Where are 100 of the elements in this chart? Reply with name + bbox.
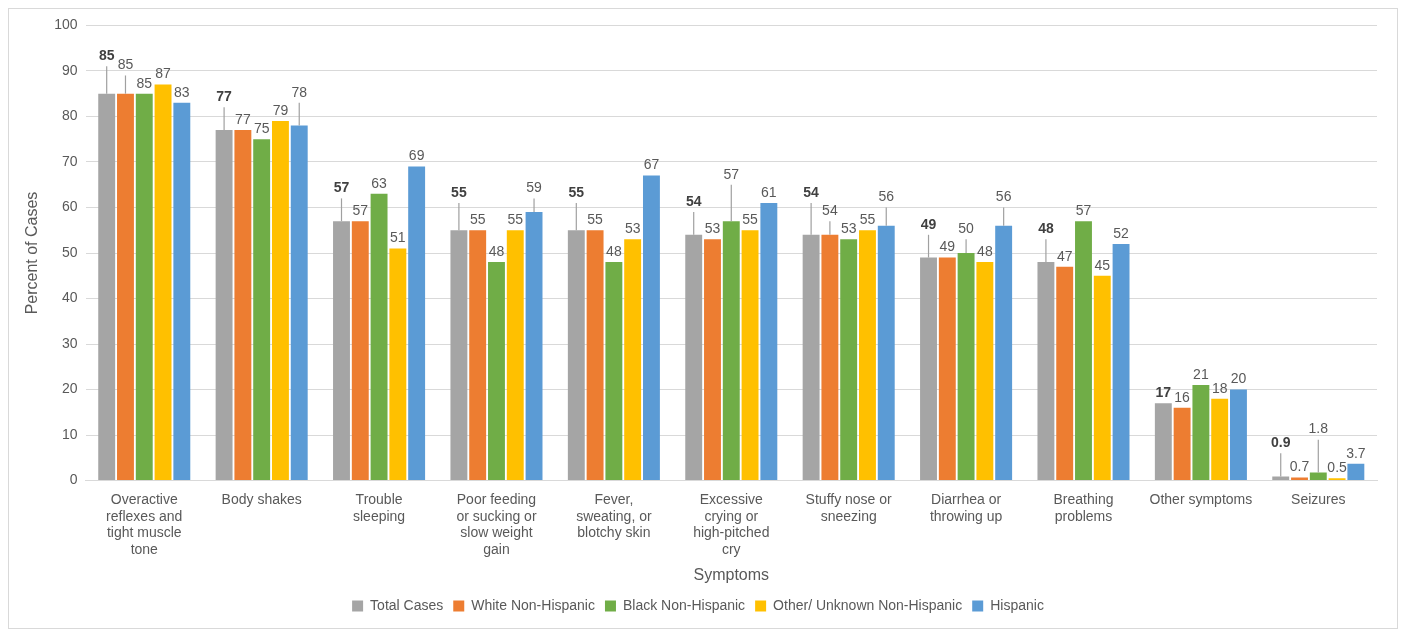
data-label: 48 xyxy=(977,242,993,259)
y-tick-label: 20 xyxy=(61,380,78,397)
bar xyxy=(469,230,487,481)
bar xyxy=(760,202,778,481)
bar xyxy=(173,102,191,481)
y-tick-label: 40 xyxy=(61,289,78,306)
bar xyxy=(1192,385,1210,481)
data-label: 0.5 xyxy=(1327,459,1348,476)
data-label: 54 xyxy=(685,192,702,209)
x-tick-label: Overactive reflexes and tight muscle tone xyxy=(106,490,183,558)
y-axis-title: Percent of Cases xyxy=(23,191,41,315)
data-label: 54 xyxy=(803,183,820,200)
y-tick-label: 10 xyxy=(61,425,78,442)
bar xyxy=(1211,398,1229,481)
y-tick-label: 60 xyxy=(61,198,78,215)
bar xyxy=(741,230,759,481)
bar xyxy=(1154,403,1172,481)
y-tick-label: 50 xyxy=(61,243,78,260)
bar xyxy=(154,84,172,481)
data-label: 69 xyxy=(408,147,425,164)
data-label: 20 xyxy=(1230,370,1247,387)
data-label: 0.9 xyxy=(1270,434,1291,451)
bar xyxy=(272,120,289,481)
data-label: 55 xyxy=(451,183,467,200)
bar xyxy=(605,262,623,481)
x-tick-label: Seizures xyxy=(1291,490,1346,507)
data-label: 55 xyxy=(587,211,604,228)
bar xyxy=(821,234,839,481)
bar xyxy=(722,221,740,481)
bar xyxy=(525,212,543,481)
x-axis-title: Symptoms xyxy=(693,565,770,583)
bar xyxy=(370,193,388,481)
data-label: 55 xyxy=(859,211,876,228)
data-label: 67 xyxy=(643,156,660,173)
data-label: 55 xyxy=(568,183,585,200)
data-label: 77 xyxy=(235,110,251,127)
y-tick-label: 100 xyxy=(54,16,78,33)
data-label: 57 xyxy=(352,202,369,218)
x-tick-label: Diarrhea or throwing up xyxy=(929,490,1003,524)
x-tick-label: Body shakes xyxy=(221,490,302,507)
data-label: 55 xyxy=(507,211,524,228)
bar xyxy=(1112,243,1130,481)
x-tick-label: Breathing problems xyxy=(1053,490,1114,524)
data-label: 48 xyxy=(606,242,622,259)
bar xyxy=(1056,266,1074,481)
data-label: 56 xyxy=(995,188,1012,205)
bar xyxy=(1347,463,1365,481)
bar xyxy=(117,93,134,481)
data-label: 17 xyxy=(1155,384,1172,401)
data-label: 85 xyxy=(117,56,134,73)
data-label: 75 xyxy=(253,120,270,137)
data-label: 83 xyxy=(174,83,190,100)
data-label: 85 xyxy=(98,47,115,64)
data-label: 59 xyxy=(526,179,543,196)
data-label: 47 xyxy=(1056,247,1073,264)
bar xyxy=(1075,221,1092,481)
x-tick-label: Other symptoms xyxy=(1149,490,1253,507)
bar xyxy=(1093,275,1111,481)
bar xyxy=(586,230,604,481)
x-tick-label: Stuffy nose or sneezing xyxy=(805,490,893,524)
bar xyxy=(253,139,271,481)
bar xyxy=(995,225,1013,481)
bar xyxy=(1291,477,1308,481)
bar xyxy=(840,239,858,481)
y-tick-label: 30 xyxy=(61,334,78,351)
data-label: 57 xyxy=(723,165,740,182)
bar xyxy=(976,262,994,481)
bar xyxy=(1230,389,1247,481)
bar xyxy=(877,225,895,481)
x-tick-label: Fever, sweating, or blotchy skin xyxy=(576,490,652,541)
data-label: 18 xyxy=(1211,379,1228,396)
data-label: 57 xyxy=(333,179,350,196)
bar xyxy=(957,253,975,481)
y-tick-label: 0 xyxy=(69,471,78,488)
data-label: 48 xyxy=(1038,220,1054,237)
data-label: 57 xyxy=(1075,202,1092,218)
data-label: 56 xyxy=(878,188,895,205)
bar xyxy=(642,175,660,481)
legend-label: Black Non-Hispanic xyxy=(622,596,746,613)
data-label: 21 xyxy=(1193,365,1209,382)
bar xyxy=(408,166,426,481)
data-label: 77 xyxy=(216,88,233,105)
data-label: 53 xyxy=(840,220,857,237)
bar xyxy=(290,125,308,481)
data-label: 79 xyxy=(272,101,289,118)
data-label: 54 xyxy=(822,202,838,218)
data-label: 49 xyxy=(939,238,956,255)
data-label: 87 xyxy=(155,65,172,82)
y-tick-label: 80 xyxy=(61,107,78,124)
data-label: 63 xyxy=(371,174,388,191)
bar xyxy=(938,257,956,481)
bar xyxy=(1309,472,1327,481)
data-label: 1.8 xyxy=(1308,420,1329,437)
bar xyxy=(135,93,153,481)
data-label: 51 xyxy=(390,229,406,246)
data-label: 53 xyxy=(624,220,641,237)
data-label: 0.7 xyxy=(1289,458,1310,475)
bar xyxy=(389,248,407,481)
data-label: 61 xyxy=(761,183,777,200)
x-tick-label: Excessive crying or high-pitched cry xyxy=(693,490,770,558)
